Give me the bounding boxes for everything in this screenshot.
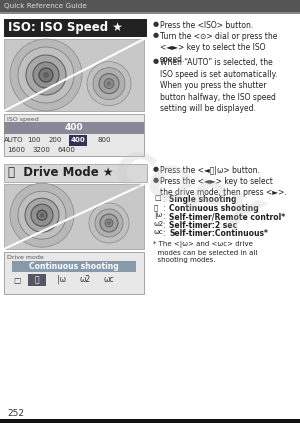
Text: 6400: 6400 xyxy=(57,147,75,153)
Text: Press the <◄⌹|ω> button.: Press the <◄⌹|ω> button. xyxy=(160,166,260,175)
Text: ●: ● xyxy=(153,32,159,38)
Text: AUTO: AUTO xyxy=(4,137,24,143)
Circle shape xyxy=(39,68,53,82)
Text: :: : xyxy=(163,212,168,221)
Text: |ω: |ω xyxy=(56,275,65,285)
Text: 1600: 1600 xyxy=(7,147,25,153)
Text: Self-timer/Remote control*: Self-timer/Remote control* xyxy=(169,212,285,221)
Circle shape xyxy=(104,79,114,89)
Circle shape xyxy=(26,55,66,95)
Text: Self-timer:2 sec: Self-timer:2 sec xyxy=(169,221,237,230)
Text: Continuous shooting: Continuous shooting xyxy=(29,262,119,271)
Bar xyxy=(4,114,144,156)
Text: ●: ● xyxy=(153,21,159,27)
Circle shape xyxy=(93,68,125,100)
Text: ●: ● xyxy=(153,166,159,172)
Text: :: : xyxy=(163,229,168,239)
Text: :: : xyxy=(163,195,168,204)
Text: ωc: ωc xyxy=(104,275,114,285)
Text: * The <|ω> and <ωc> drive
  modes can be selected in all
  shooting modes.: * The <|ω> and <ωc> drive modes can be s… xyxy=(153,241,257,264)
Circle shape xyxy=(40,213,44,217)
Circle shape xyxy=(107,221,111,225)
Text: ⌹: ⌹ xyxy=(35,275,39,285)
Circle shape xyxy=(87,62,131,106)
Circle shape xyxy=(99,74,119,93)
Text: Self-timer:Continuous*: Self-timer:Continuous* xyxy=(169,229,268,239)
Bar xyxy=(4,184,144,249)
Text: ●: ● xyxy=(153,177,159,183)
Text: Press the <◄►> key to select
the drive mode, then press <►>.: Press the <◄►> key to select the drive m… xyxy=(160,177,287,197)
Text: COPY: COPY xyxy=(106,144,265,246)
Circle shape xyxy=(37,210,47,220)
Text: 400: 400 xyxy=(70,137,86,143)
Text: ωc: ωc xyxy=(154,229,164,236)
Text: 400: 400 xyxy=(65,124,83,132)
Text: ω2: ω2 xyxy=(80,275,91,285)
Text: :: : xyxy=(163,221,168,230)
Circle shape xyxy=(89,203,129,243)
Circle shape xyxy=(18,191,66,239)
Text: □: □ xyxy=(14,275,21,285)
Bar xyxy=(4,164,147,182)
Text: ω2: ω2 xyxy=(154,221,164,227)
Circle shape xyxy=(10,39,82,111)
Text: ISO: ISO Speed ★: ISO: ISO Speed ★ xyxy=(8,22,123,35)
Bar xyxy=(12,261,136,272)
Text: 200: 200 xyxy=(48,137,62,143)
Text: ISO speed: ISO speed xyxy=(7,117,39,122)
Circle shape xyxy=(107,82,111,85)
Bar xyxy=(4,19,147,37)
Text: When “AUTO” is selected, the
ISO speed is set automatically.
When you press the : When “AUTO” is selected, the ISO speed i… xyxy=(160,58,278,113)
Circle shape xyxy=(25,198,59,232)
Text: Quick Reference Guide: Quick Reference Guide xyxy=(4,3,87,9)
Text: 100: 100 xyxy=(27,137,41,143)
Circle shape xyxy=(31,204,53,226)
Bar xyxy=(4,252,144,294)
Text: Drive mode: Drive mode xyxy=(7,255,44,260)
Text: Press the <ISO> button.: Press the <ISO> button. xyxy=(160,21,253,30)
Bar xyxy=(69,135,87,146)
Bar xyxy=(4,122,144,134)
Text: ⌹: ⌹ xyxy=(154,204,158,211)
Bar xyxy=(0,12,300,14)
Bar xyxy=(0,0,300,12)
Circle shape xyxy=(43,72,49,78)
Text: ⌹  Drive Mode ★: ⌹ Drive Mode ★ xyxy=(8,167,113,179)
Circle shape xyxy=(18,47,74,103)
Bar xyxy=(28,274,46,286)
Text: :: : xyxy=(163,204,168,213)
Text: |ω: |ω xyxy=(154,212,162,220)
Circle shape xyxy=(105,219,113,227)
Text: 3200: 3200 xyxy=(32,147,50,153)
Text: Continuous shooting: Continuous shooting xyxy=(169,204,259,213)
Text: Single shooting: Single shooting xyxy=(169,195,236,204)
Bar xyxy=(0,419,300,423)
Circle shape xyxy=(33,62,59,88)
Text: Turn the <⊙> dial or press the
<◄►> key to select the ISO
speed.: Turn the <⊙> dial or press the <◄►> key … xyxy=(160,32,278,64)
Circle shape xyxy=(10,183,74,247)
Text: 252: 252 xyxy=(7,409,24,418)
Text: 800: 800 xyxy=(97,137,111,143)
Bar xyxy=(4,39,144,111)
Text: □: □ xyxy=(154,195,160,201)
Circle shape xyxy=(100,214,118,232)
Text: ●: ● xyxy=(153,58,159,64)
Circle shape xyxy=(95,209,123,237)
